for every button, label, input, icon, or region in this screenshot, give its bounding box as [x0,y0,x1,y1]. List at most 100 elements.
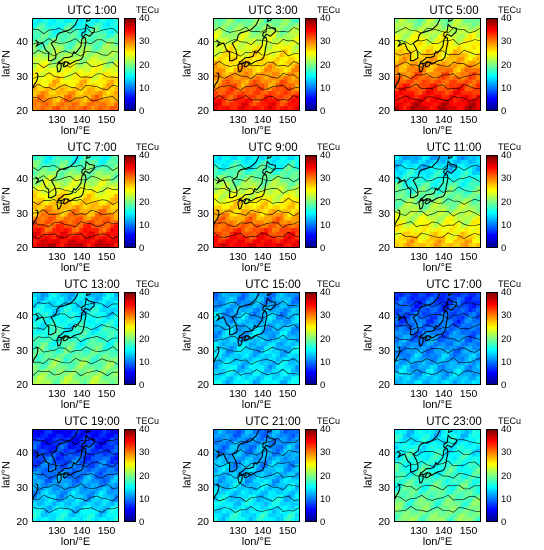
tec-cell [33,41,38,46]
tec-cell [429,182,434,187]
tec-cell [56,349,61,354]
tec-cell [402,197,407,202]
tec-cell [445,342,450,347]
tec-cell [456,190,461,195]
tec-cell [252,327,257,332]
tec-cell [406,94,411,99]
tec-cell [256,167,261,172]
tec-cell [398,224,404,229]
tec-cell [252,349,257,354]
tec-cell [71,34,76,39]
tec-cell [287,98,292,103]
tec-cell [279,197,284,202]
tec-cell [244,349,250,354]
tec-cell [410,349,415,354]
y-tick-label: 20 [197,105,209,117]
tec-cell [63,243,69,247]
tec-cell [476,190,480,195]
tec-cell [241,98,246,103]
tec-cell [248,83,253,88]
tec-cell [468,171,473,176]
tec-cell [225,37,230,43]
tec-cell [441,346,446,351]
tec-cell [237,34,242,39]
tec-cell [468,243,473,247]
tec-cell [214,300,219,305]
tec-cell [468,330,473,335]
x-tick-label: 130 [410,251,428,263]
tec-cell [406,171,411,176]
tec-cell [441,300,446,305]
tec-cell [56,53,61,58]
tec-cell [283,330,288,335]
tec-cell [275,228,280,233]
tec-cell [83,319,88,324]
tec-cell [229,56,234,61]
tec-cell [452,163,458,168]
tec-cell [279,37,284,43]
tec-cell [456,197,461,202]
tec-cell [217,159,223,164]
tec-cell [433,98,438,103]
tec-cell [252,239,257,244]
tec-cell [67,68,72,73]
tec-cell [437,342,442,347]
tec-cell [56,174,61,180]
tec-cell [94,94,99,99]
y-tick-label: 30 [197,70,209,83]
tec-cell [241,106,246,110]
coastline [396,176,409,188]
tec-cell [71,209,76,214]
tec-cell [56,209,61,214]
tec-cell [402,212,407,217]
tec-cell [252,346,257,351]
tec-cell [406,72,411,77]
map-panel: UTC 11:00 lat/°N lon/°E 20 30 40 130 140 150 TECu… [363,141,544,276]
tec-cell [275,239,280,244]
tec-cell [406,357,411,362]
tec-cell [271,243,277,247]
tec-cell [264,182,269,187]
tec-cell [295,349,299,354]
tec-cell [221,163,226,168]
tec-cell [452,37,458,43]
tec-cell [398,346,404,351]
tec-cell [106,228,111,233]
tec-cell [102,83,107,88]
tec-cell [67,293,72,298]
tec-cell [225,167,230,172]
tec-cell [410,330,415,335]
tec-cell [106,19,111,24]
tec-cell [217,75,223,80]
tec-cell [252,19,257,24]
tec-cell [395,308,400,313]
tec-cell [472,91,477,96]
tec-cell [264,349,269,354]
colorbar [486,18,498,111]
tec-cell [83,182,88,187]
tec-cell [460,353,465,358]
tec-cell [425,41,431,46]
tec-cell [94,330,99,335]
tec-cell [114,216,118,221]
tec-cell [102,102,107,107]
colorbar-tick-label: 20 [320,196,331,208]
tec-cell [229,60,234,65]
tec-cell [433,372,438,377]
tec-cell [414,182,419,187]
tec-cell [214,91,219,96]
tec-cell [425,304,431,309]
tec-cell [279,239,284,244]
tec-cell [217,68,223,73]
tec-cell [256,212,261,217]
tec-cell [264,296,269,301]
tec-cell [425,349,431,354]
tec-cell [422,49,427,54]
tec-cell [237,212,242,217]
tec-cell [60,106,65,110]
tec-cell [260,201,265,206]
tec-cell [445,357,450,362]
colorbar-tick-label: 20 [139,196,150,208]
colorbar-unit-label: TECu [136,279,160,289]
tec-cell [260,19,265,24]
